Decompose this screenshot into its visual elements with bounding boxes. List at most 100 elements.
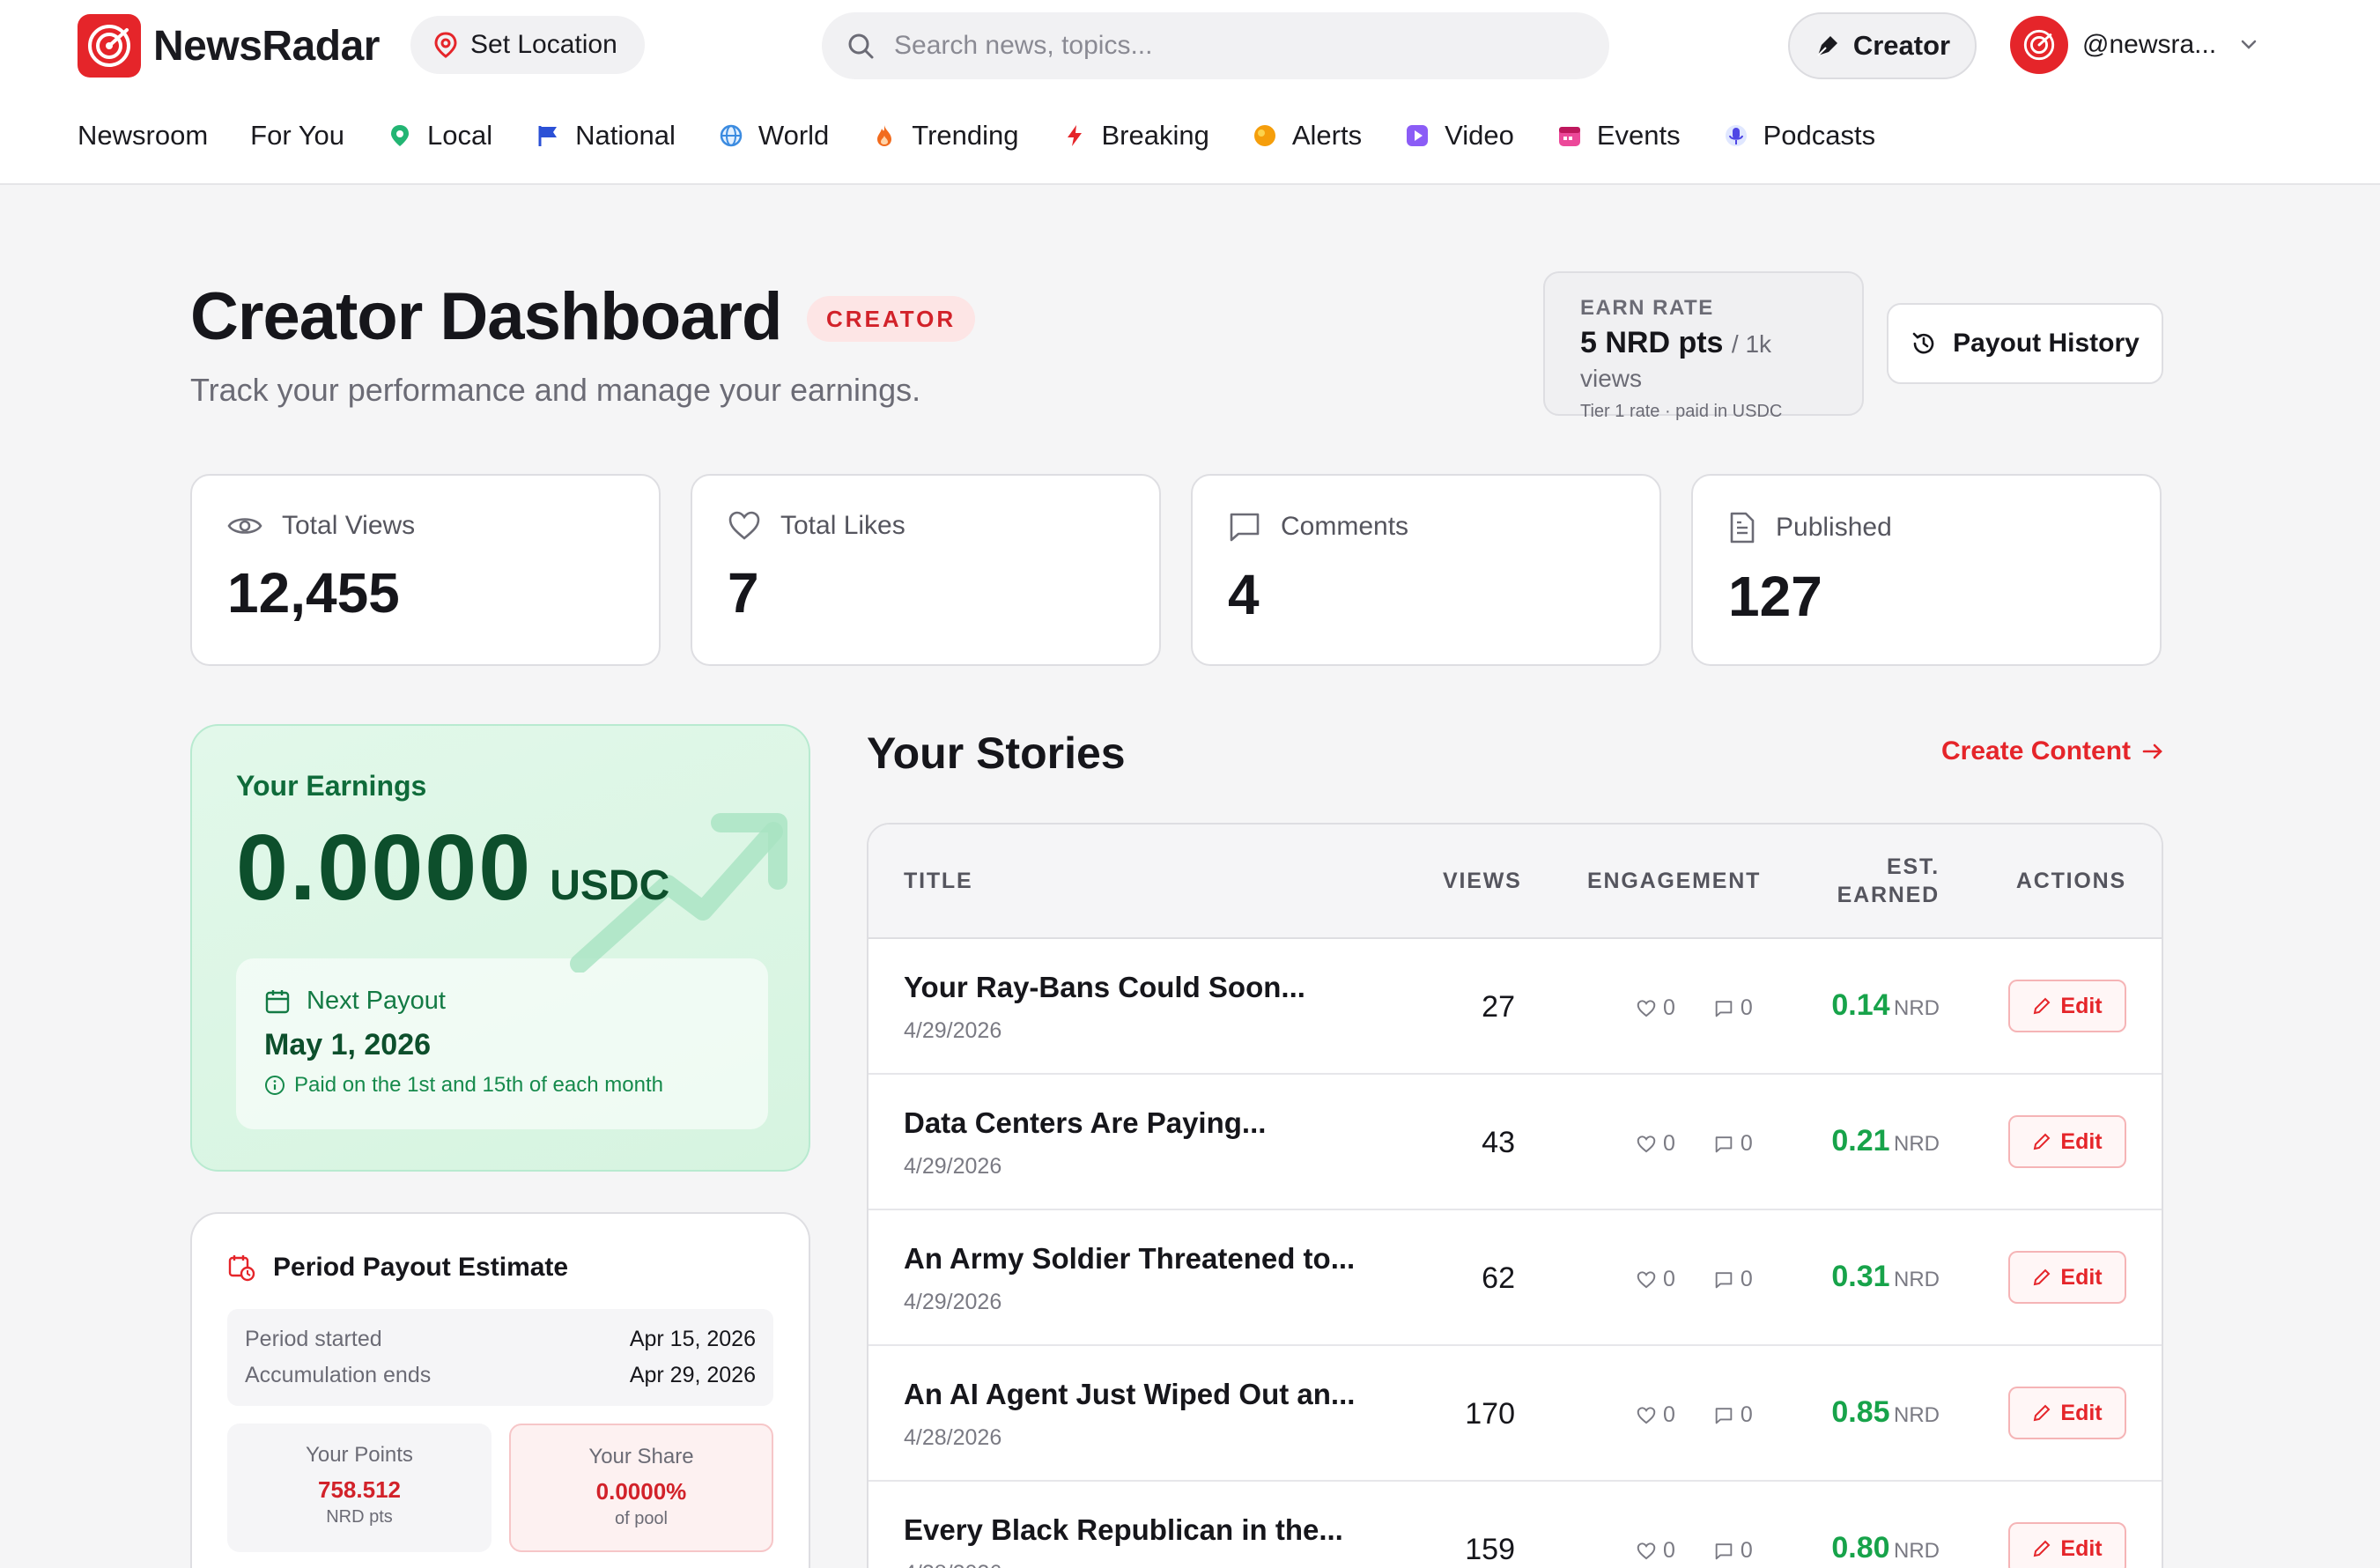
chevron-down-icon[interactable] bbox=[2237, 33, 2260, 56]
comment-icon bbox=[1230, 513, 1260, 542]
heart-icon bbox=[1637, 1135, 1656, 1152]
points-value: 758.512 bbox=[318, 1476, 401, 1503]
edit-button[interactable]: Edit bbox=[2008, 980, 2126, 1032]
your-points-tile: Your Points 758.512 NRD pts bbox=[227, 1424, 492, 1552]
heart-icon bbox=[1637, 1406, 1656, 1424]
earnings-title: Your Earnings bbox=[236, 770, 427, 802]
period-title: Period Payout Estimate bbox=[273, 1253, 569, 1282]
nav-item-breaking[interactable]: Breaking bbox=[1061, 120, 1209, 152]
story-title[interactable]: Your Ray-Bans Could Soon... bbox=[904, 971, 1305, 1003]
stat-label: Comments bbox=[1281, 512, 1409, 541]
nav-item-for-you[interactable]: For You bbox=[250, 120, 344, 152]
stat-value: 4 bbox=[1228, 563, 1260, 626]
period-started-value: Apr 15, 2026 bbox=[629, 1327, 756, 1351]
stat-card-published: Published 127 bbox=[1691, 474, 2162, 666]
nav-item-alerts[interactable]: Alerts bbox=[1252, 120, 1362, 152]
creator-label: Creator bbox=[1852, 30, 1951, 61]
search-input[interactable] bbox=[894, 31, 1563, 61]
set-location-button[interactable]: Set Location bbox=[410, 16, 645, 74]
pencil-icon bbox=[2034, 997, 2051, 1015]
table-row[interactable]: An AI Agent Just Wiped Out an... 4/28/20… bbox=[868, 1346, 2162, 1482]
story-earned-value: 0.31 bbox=[1831, 1260, 1890, 1293]
nav-item-newsroom[interactable]: Newsroom bbox=[78, 120, 208, 152]
stat-label: Total Views bbox=[282, 511, 416, 540]
edit-label: Edit bbox=[2060, 1535, 2103, 1561]
story-earned-value: 0.80 bbox=[1831, 1531, 1890, 1564]
period-started-label: Period started bbox=[245, 1327, 382, 1351]
nav-item-podcasts[interactable]: Podcasts bbox=[1723, 120, 1875, 152]
nav-item-label: For You bbox=[250, 120, 345, 151]
pencil-icon bbox=[2034, 1268, 2051, 1286]
edit-label: Edit bbox=[2060, 1128, 2103, 1154]
main-nav: Newsroom For You Local National World bbox=[78, 120, 1875, 152]
edit-button[interactable]: Edit bbox=[2008, 1387, 2126, 1439]
story-comments: 0 bbox=[1740, 995, 1753, 1020]
avatar[interactable] bbox=[2010, 16, 2068, 74]
nav-item-video[interactable]: Video bbox=[1404, 120, 1514, 152]
document-icon bbox=[1730, 512, 1755, 544]
stat-card-total-views: Total Views 12,455 bbox=[190, 474, 661, 666]
period-ends-value: Apr 29, 2026 bbox=[629, 1363, 756, 1387]
nav-item-label: Trending bbox=[912, 120, 1019, 151]
story-earned: 0.80 NRD bbox=[1831, 1531, 1940, 1565]
story-earned-unit: NRD bbox=[1894, 1539, 1940, 1563]
stories-table: TITLE VIEWS ENGAGEMENT EST. EARNED ACTIO… bbox=[867, 823, 2163, 1568]
creator-button[interactable]: Creator bbox=[1788, 12, 1977, 79]
earnings-currency: USDC bbox=[550, 862, 670, 909]
top-bar: NewsRadar Set Location Creator @ bbox=[0, 0, 2380, 185]
story-earned: 0.31 NRD bbox=[1831, 1260, 1940, 1294]
search-bar[interactable] bbox=[822, 12, 1609, 79]
nav-item-label: Video bbox=[1445, 120, 1514, 151]
story-comments: 0 bbox=[1740, 1538, 1753, 1563]
earn-rate-label: EARN RATE bbox=[1580, 296, 1714, 320]
table-row[interactable]: Every Black Republican in the... 4/28/20… bbox=[868, 1482, 2162, 1568]
search-icon bbox=[848, 33, 874, 59]
nav-item-label: Alerts bbox=[1291, 120, 1363, 151]
table-row[interactable]: Data Centers Are Paying... 4/29/2026 43 … bbox=[868, 1075, 2162, 1210]
comment-icon bbox=[1715, 1135, 1733, 1152]
user-menu[interactable]: @newsra... bbox=[2010, 16, 2260, 74]
edit-label: Edit bbox=[2060, 993, 2103, 1018]
stat-value: 7 bbox=[728, 561, 759, 625]
globe-icon bbox=[718, 122, 744, 149]
table-header: TITLE VIEWS ENGAGEMENT EST. EARNED ACTIO… bbox=[868, 825, 2162, 939]
story-views: 27 bbox=[1482, 990, 1515, 1024]
story-views: 62 bbox=[1482, 1261, 1515, 1295]
table-row[interactable]: Your Ray-Bans Could Soon... 4/29/2026 27… bbox=[868, 939, 2162, 1075]
next-payout-panel: Next Payout May 1, 2026 Paid on the 1st … bbox=[236, 958, 768, 1129]
table-row[interactable]: An Army Soldier Threatened to... 4/29/20… bbox=[868, 1210, 2162, 1346]
edit-button[interactable]: Edit bbox=[2008, 1251, 2126, 1304]
edit-button[interactable]: Edit bbox=[2008, 1522, 2126, 1568]
story-title[interactable]: An Army Soldier Threatened to... bbox=[904, 1242, 1356, 1275]
pencil-icon bbox=[2034, 1133, 2051, 1150]
alert-icon bbox=[1252, 122, 1278, 149]
page-subtitle: Track your performance and manage your e… bbox=[190, 372, 921, 408]
story-title[interactable]: An AI Agent Just Wiped Out an... bbox=[904, 1378, 1356, 1410]
nav-item-local[interactable]: Local bbox=[387, 120, 492, 152]
period-payout-card: Period Payout Estimate Period started Ap… bbox=[190, 1212, 810, 1568]
pen-nib-icon bbox=[1817, 36, 1837, 56]
column-views: VIEWS bbox=[1443, 869, 1522, 893]
story-title[interactable]: Every Black Republican in the... bbox=[904, 1513, 1343, 1546]
history-icon bbox=[1912, 332, 1934, 354]
page-title: Creator Dashboard bbox=[190, 279, 782, 354]
payout-history-label: Payout History bbox=[1953, 329, 2140, 358]
edit-button[interactable]: Edit bbox=[2008, 1115, 2126, 1168]
radar-logo-icon bbox=[78, 14, 141, 78]
nav-item-world[interactable]: World bbox=[718, 120, 829, 152]
flag-icon bbox=[535, 122, 561, 149]
nav-item-events[interactable]: Events bbox=[1556, 120, 1681, 152]
earn-rate-card: EARN RATE 5 NRD pts / 1k views Tier 1 ra… bbox=[1543, 271, 1864, 421]
story-title[interactable]: Data Centers Are Paying... bbox=[904, 1106, 1267, 1139]
brand-logo[interactable]: NewsRadar bbox=[78, 14, 380, 78]
column-earned: EARNED bbox=[1837, 883, 1940, 907]
payout-history-button[interactable]: Payout History bbox=[1887, 303, 2163, 384]
nav-item-national[interactable]: National bbox=[535, 120, 676, 152]
creator-badge: CREATOR bbox=[807, 296, 976, 342]
mic-icon bbox=[1723, 122, 1749, 149]
story-earned-unit: NRD bbox=[1894, 1403, 1940, 1427]
nav-item-trending[interactable]: Trending bbox=[871, 120, 1019, 152]
comment-icon bbox=[1715, 1000, 1733, 1017]
nav-item-label: Events bbox=[1596, 120, 1681, 151]
create-content-link[interactable]: Create Content bbox=[1941, 736, 2164, 766]
